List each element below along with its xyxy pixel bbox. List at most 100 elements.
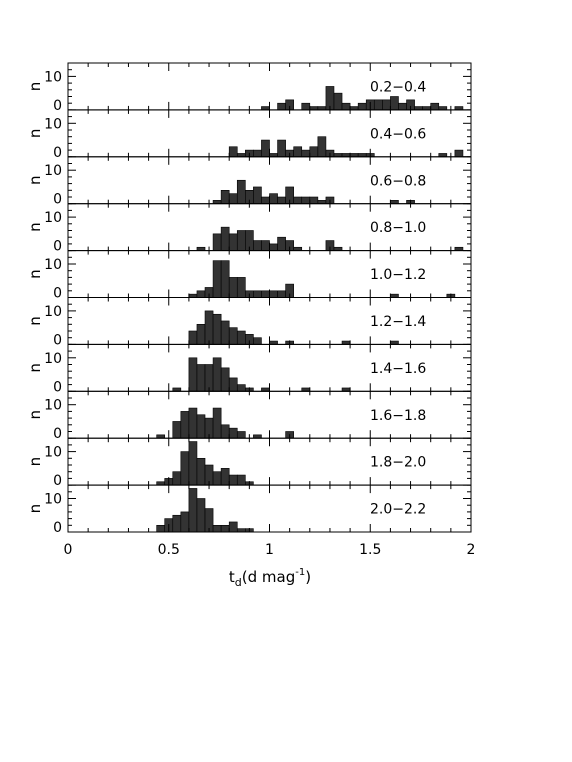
y-tick-label: 0	[53, 332, 62, 348]
histogram-bar	[261, 240, 270, 251]
histogram-bar	[269, 153, 278, 158]
y-axis-title: n	[26, 410, 44, 420]
histogram-bar	[269, 243, 278, 251]
panel-label: 1.6−1.8	[370, 408, 426, 424]
histogram-bar	[228, 327, 238, 345]
histogram-bar	[349, 106, 359, 111]
histogram-bar	[333, 246, 343, 251]
histogram-bar	[269, 193, 278, 204]
histogram-bar	[172, 514, 182, 533]
panel-7: 0 10n 1.4−1.6	[26, 343, 472, 395]
y-tick-label: 10	[44, 445, 62, 461]
histogram-bar	[212, 471, 222, 486]
histogram-bar	[390, 293, 399, 298]
histogram-bar	[357, 153, 367, 158]
y-axis-title: n	[26, 82, 44, 92]
y-tick-label: 0	[53, 192, 62, 208]
x-axis: 0 0.5 1 1.5 2	[64, 542, 476, 558]
histogram-bar	[261, 290, 270, 298]
histogram-bar	[236, 230, 246, 251]
histogram-bar	[269, 340, 278, 345]
histogram-bar	[212, 260, 222, 298]
histogram-bar	[196, 246, 206, 251]
panel-label: 0.6−0.8	[370, 173, 426, 189]
y-axis-title: n	[26, 175, 44, 185]
histogram-bar	[373, 99, 383, 111]
histogram-bar	[204, 310, 214, 345]
panel-2: 0 10n 0.4−0.6	[26, 109, 472, 161]
y-tick-label: 10	[44, 210, 62, 226]
histogram-bar	[196, 498, 206, 533]
histogram-bar	[261, 139, 270, 158]
y-axis-title: n	[26, 457, 44, 467]
panel-label: 1.2−1.4	[370, 314, 426, 330]
histogram-bar	[414, 106, 423, 111]
histogram-bar	[228, 146, 238, 158]
histogram-bar	[228, 277, 238, 298]
panel-10: 0 10n 2.0−2.2	[26, 484, 472, 536]
histogram-bar	[390, 96, 399, 111]
histogram-bar	[253, 290, 262, 298]
y-axis-title: n	[26, 129, 44, 139]
histogram-bar	[196, 457, 206, 486]
histogram-bar	[180, 451, 190, 486]
histogram-bar	[188, 330, 198, 345]
histogram-bar	[172, 471, 182, 486]
panel-1: 0 10n 0.2−0.4	[26, 62, 472, 114]
histogram-bar	[309, 146, 319, 158]
panel-5: 0 10n 1.0−1.2	[26, 250, 472, 302]
histogram-bar	[172, 387, 182, 392]
y-tick-label: 10	[44, 116, 62, 132]
histogram-bar	[382, 99, 391, 111]
histogram-bar	[180, 511, 190, 533]
histogram-bar	[220, 468, 230, 486]
histogram-bar	[236, 277, 246, 298]
histogram-bar	[196, 364, 206, 392]
panel-label: 0.8−1.0	[370, 220, 426, 236]
y-tick-label: 0	[53, 145, 62, 161]
histogram-bar	[301, 149, 311, 158]
x-tick-label: 1.5	[359, 542, 381, 558]
histogram-bar	[261, 196, 270, 204]
histogram-bar	[236, 384, 246, 392]
histogram-bar	[357, 102, 367, 111]
histogram-bar	[430, 102, 440, 111]
x-axis-title: td(d mag-1)	[229, 567, 311, 589]
histogram-bar	[253, 434, 262, 439]
panel-6: 0 10n 1.2−1.4	[26, 297, 472, 348]
histogram-bar	[253, 186, 262, 204]
histogram-bar	[341, 387, 351, 392]
histogram-bar	[220, 190, 230, 205]
y-axis-title: n	[26, 363, 44, 373]
histogram-bar	[220, 424, 230, 439]
histogram-bar	[293, 246, 303, 251]
histogram-bar	[277, 290, 286, 298]
histogram-bar	[196, 414, 206, 439]
histogram-bar	[390, 200, 399, 205]
y-tick-label: 10	[44, 257, 62, 273]
histogram-bar	[236, 474, 246, 486]
histogram-bar	[317, 200, 327, 205]
histogram-bar	[180, 411, 190, 439]
histogram-bar	[212, 200, 222, 205]
panel-label: 2.0−2.2	[370, 502, 426, 518]
histogram-bar	[454, 246, 464, 251]
y-axis-title: n	[26, 316, 44, 326]
histogram-bar	[261, 387, 270, 392]
x-tick-label: 0	[64, 542, 73, 558]
histogram-bar	[438, 106, 448, 111]
histogram-bar	[196, 323, 206, 345]
histogram-bar	[293, 146, 303, 158]
histogram-bar	[196, 290, 206, 298]
histogram-bar	[261, 106, 270, 111]
histogram-bar	[188, 293, 198, 298]
histogram-bar	[212, 407, 222, 439]
panel-3: 0 10n 0.6−0.8	[26, 156, 472, 208]
histogram-bar	[188, 407, 198, 439]
histogram-bar	[277, 236, 286, 251]
histogram-bar	[349, 153, 359, 158]
histogram-bar	[341, 153, 351, 158]
histogram-bar	[188, 488, 198, 533]
histogram-bar	[301, 387, 311, 392]
